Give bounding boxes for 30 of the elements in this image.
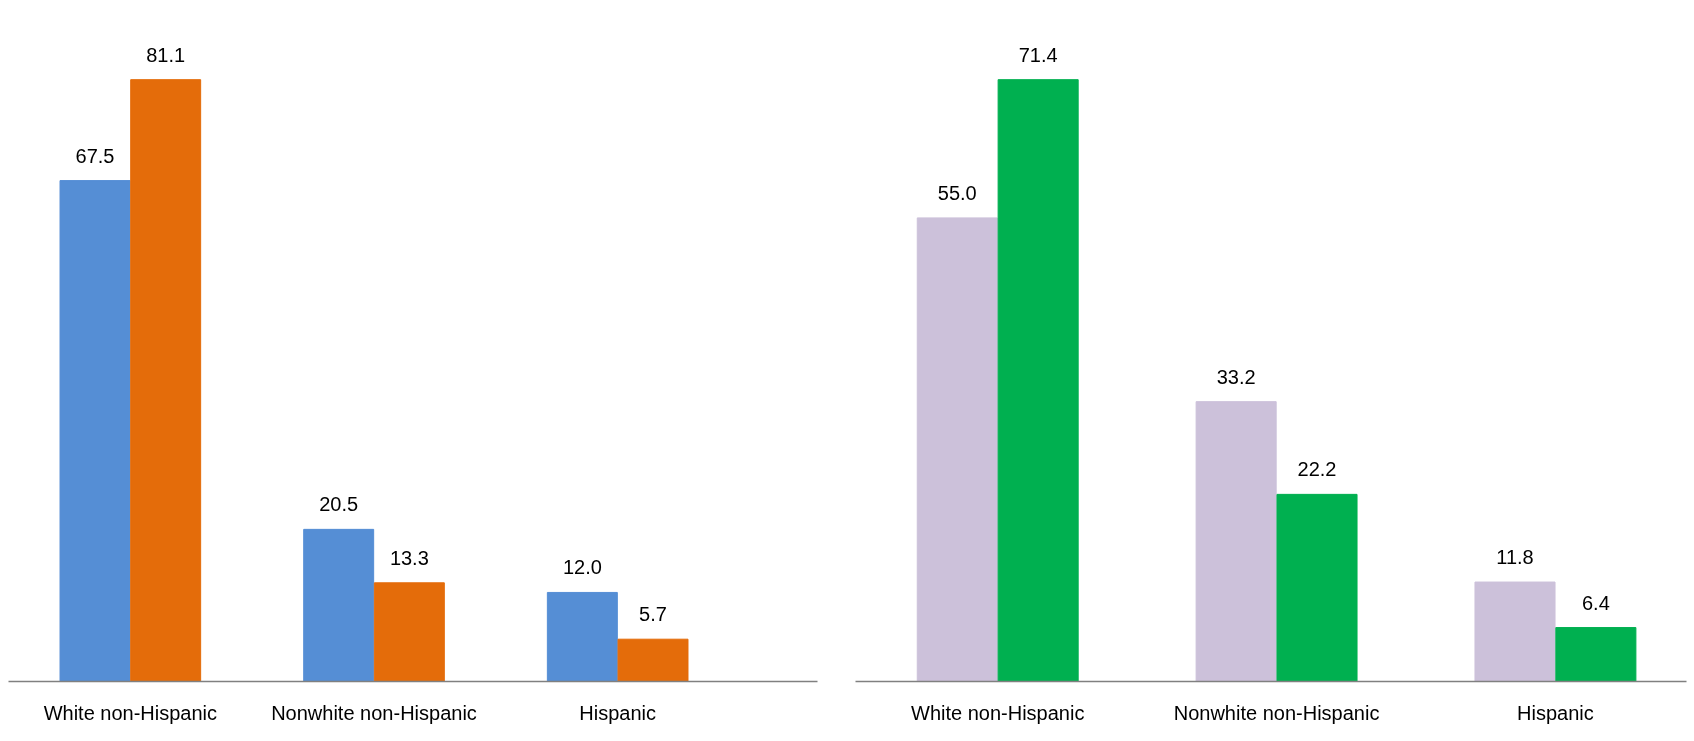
data-label: 71.4 [1018, 43, 1058, 66]
bar [1555, 627, 1637, 682]
bar [546, 591, 618, 682]
data-label: 6.4 [1581, 591, 1610, 614]
bar [1474, 581, 1556, 682]
x-tick-label: Nonwhite non-Hispanic [271, 701, 477, 724]
data-label: 81.1 [146, 43, 186, 66]
x-tick-label: Nonwhite non-Hispanic [1173, 701, 1380, 724]
x-tick-label: White non-Hispanic [911, 701, 1085, 724]
x-tick-label: Hispanic [1517, 701, 1594, 724]
bar [59, 180, 131, 682]
bar [916, 217, 998, 682]
data-label: 22.2 [1297, 458, 1337, 481]
data-label: 5.7 [639, 603, 667, 626]
data-label: 67.5 [75, 144, 115, 167]
bar [997, 79, 1079, 682]
data-label: 13.3 [389, 546, 429, 569]
x-tick-label: White non-Hispanic [43, 701, 218, 724]
data-label: 55.0 [937, 181, 977, 204]
bar [1195, 401, 1277, 682]
x-tick-label: Hispanic [579, 701, 657, 724]
data-label: 12.0 [562, 556, 602, 579]
bar [617, 638, 689, 682]
bar [373, 582, 445, 682]
bar [130, 79, 202, 682]
bar [1276, 493, 1358, 682]
data-label: 11.8 [1496, 546, 1534, 569]
bar [303, 528, 375, 682]
data-label: 33.2 [1216, 365, 1256, 388]
data-label: 20.5 [319, 493, 359, 516]
